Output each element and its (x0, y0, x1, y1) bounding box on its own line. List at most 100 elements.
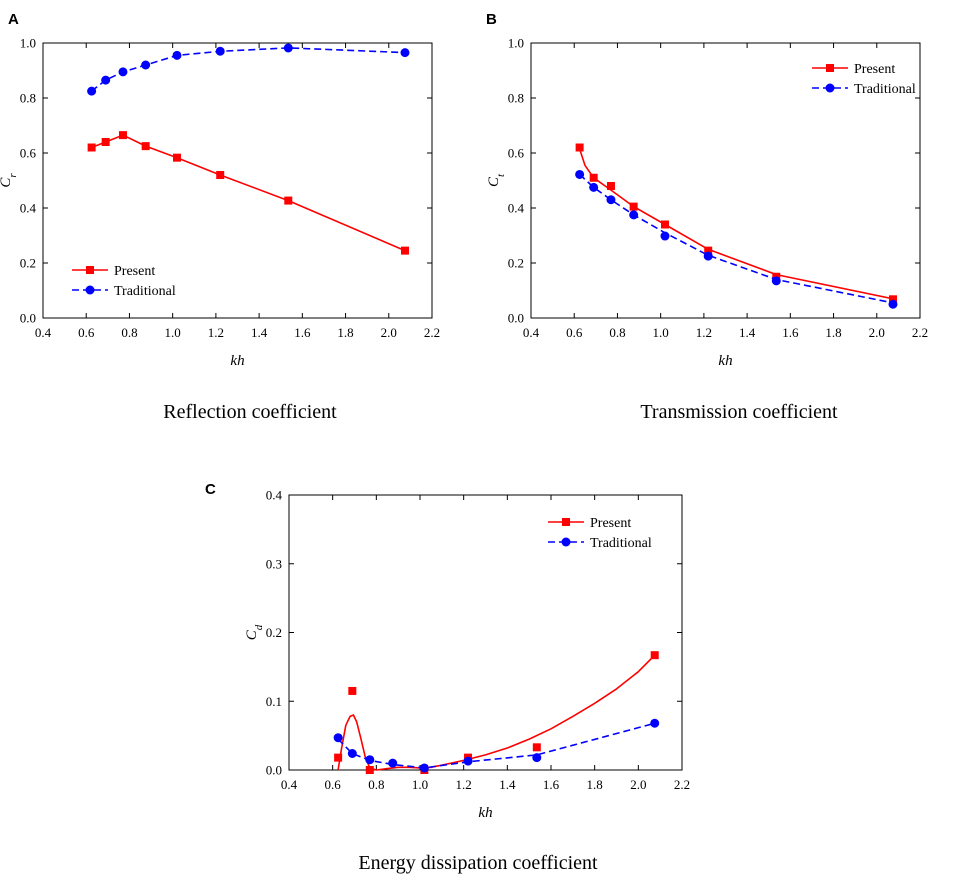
x-tick-label: 0.6 (566, 325, 583, 340)
x-tick-label: 0.4 (523, 325, 540, 340)
y-tick-label: 0.0 (266, 763, 282, 778)
data-point-present (650, 651, 659, 660)
y-axis-label-subscript: d (253, 624, 265, 630)
x-tick-label: 1.0 (653, 325, 669, 340)
plot-frame (530, 42, 921, 319)
data-point-traditional (629, 210, 639, 220)
data-point-traditional (463, 756, 473, 766)
data-point-traditional (118, 67, 128, 77)
data-point-present (629, 202, 638, 211)
y-axis-label: Ct (486, 173, 507, 187)
data-point-present (141, 142, 150, 151)
data-point-traditional (365, 755, 375, 765)
panel-label: C (205, 481, 216, 498)
data-point-traditional (650, 718, 660, 728)
legend-label-present: Present (114, 264, 155, 279)
y-tick-label: 0.8 (508, 91, 524, 106)
plot-frame (42, 42, 433, 319)
series-line-present (337, 654, 656, 771)
panel-label: B (486, 11, 497, 28)
data-point-present (334, 753, 343, 762)
y-axis-label: Cr (0, 173, 19, 188)
data-point-present (101, 138, 110, 146)
x-tick-label: 1.6 (294, 325, 311, 340)
x-tick-label: 0.6 (325, 777, 342, 792)
legend-marker-traditional (85, 285, 95, 295)
y-tick-label: 0.4 (266, 488, 283, 503)
series-line-traditional (337, 722, 655, 769)
x-tick-label: 1.8 (337, 325, 353, 340)
y-tick-label: 1.0 (508, 36, 524, 51)
legend-label-traditional: Traditional (114, 284, 176, 299)
data-point-traditional (388, 758, 398, 768)
x-tick-label: 0.8 (121, 325, 137, 340)
panel-a-reflection: A 0.4 0.6 0.8 1.0 1.2 1.4 1.6 1.8 2.0 2.20.00.20.… (0, 11, 440, 423)
data-point-traditional (888, 299, 898, 309)
data-point-present (400, 246, 409, 255)
x-tick-label: 1.8 (587, 777, 603, 792)
x-tick-label: 1.0 (412, 777, 428, 792)
legend-marker-present (86, 266, 94, 274)
y-tick-label: 0.0 (508, 311, 524, 326)
x-tick-label: 1.4 (739, 325, 756, 340)
y-tick-label: 0.4 (20, 201, 37, 216)
series-line-traditional (91, 47, 406, 92)
plot-area: 0.4 0.6 0.8 1.0 1.2 1.4 1.6 1.8 2.0 2.2 0.0 0.2 0.4 0… (0, 36, 440, 370)
data-point-traditional (606, 195, 616, 205)
x-tick-label: 1.4 (499, 777, 516, 792)
x-axis-label: kh (230, 353, 244, 369)
x-tick-label: 1.2 (208, 325, 224, 340)
data-point-traditional (333, 733, 343, 743)
y-tick-label: 0.8 (20, 91, 36, 106)
x-tick-label: 2.2 (674, 777, 690, 792)
y-tick-label: 0.2 (20, 256, 36, 271)
data-point-present (365, 766, 374, 774)
plot-area: 0.4 0.6 0.8 1.0 1.2 1.4 1.6 1.8 2.0 2.2 0.0 0.1 0.2 0… (244, 488, 690, 822)
x-tick-label: 1.6 (543, 777, 560, 792)
y-tick-label: 0.6 (508, 146, 525, 161)
legend-label-present: Present (854, 62, 895, 77)
legend-label-traditional: Traditional (590, 536, 652, 551)
x-tick-label: 1.2 (456, 777, 472, 792)
data-point-present (606, 182, 615, 190)
series-line-present (91, 134, 406, 252)
y-axis-label: Cd (244, 624, 265, 640)
y-tick-label: 1.0 (20, 36, 36, 51)
panel-c-energy-dissipation: C 0.4 0.6 0.8 1.0 1.2 1.4 1.6 1.8 2.0 2.20.00.10.… (205, 481, 690, 874)
y-tick-label: 0.2 (508, 256, 524, 271)
x-tick-label: 0.8 (609, 325, 625, 340)
x-axis-label: kh (478, 805, 492, 821)
data-point-traditional (141, 60, 151, 70)
data-point-present (532, 743, 541, 752)
legend-marker-traditional (561, 537, 571, 547)
data-point-present (660, 220, 669, 229)
series-line-traditional (579, 173, 894, 304)
data-point-present (118, 131, 127, 140)
plot-area: 0.4 0.6 0.8 1.0 1.2 1.4 1.6 1.8 2.0 2.2 0.0 0.2 0.4 0… (486, 36, 928, 370)
x-tick-label: 0.4 (35, 325, 52, 340)
data-point-present (589, 173, 598, 182)
x-tick-label: 2.2 (912, 325, 928, 340)
data-point-present (348, 686, 357, 695)
legend-label-present: Present (590, 516, 631, 531)
data-point-present (172, 153, 181, 162)
x-tick-label: 1.0 (165, 325, 181, 340)
data-point-traditional (101, 75, 111, 85)
y-axis-label-subscript: r (7, 173, 19, 178)
data-point-traditional (575, 169, 585, 179)
data-point-traditional (347, 749, 357, 758)
chart-caption: Energy dissipation coefficient (358, 852, 598, 874)
data-point-traditional (87, 86, 97, 96)
legend-marker-traditional (825, 83, 835, 93)
legend-marker-present (562, 518, 570, 526)
x-axis-label: kh (718, 353, 732, 369)
chart-caption: Reflection coefficient (163, 401, 337, 423)
x-tick-label: 1.8 (825, 325, 841, 340)
data-point-traditional (532, 753, 542, 763)
data-point-traditional (172, 50, 182, 60)
legend-marker-present (826, 64, 834, 72)
data-point-traditional (215, 46, 225, 56)
panel-label: A (8, 11, 19, 28)
data-point-traditional (400, 48, 410, 58)
